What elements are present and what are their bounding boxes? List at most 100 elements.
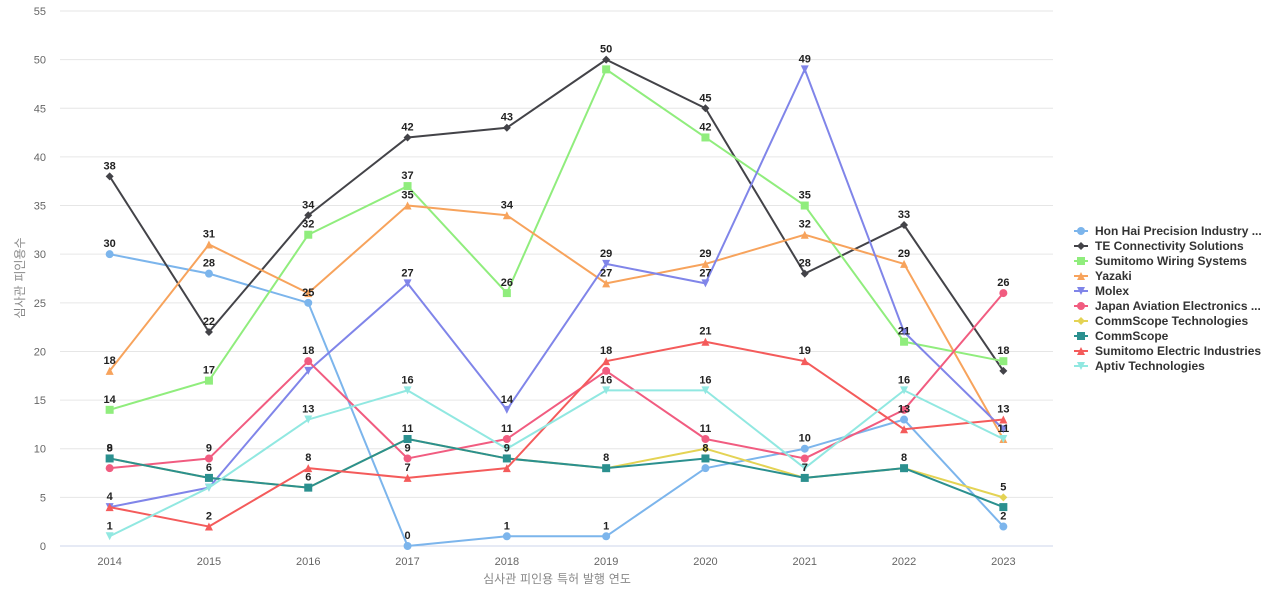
- data-label: 1: [603, 520, 609, 532]
- legend-item[interactable]: Hon Hai Precision Industry ...: [1074, 224, 1262, 238]
- data-point: [204, 328, 213, 336]
- data-label: 31: [203, 228, 215, 240]
- data-point: [403, 182, 412, 191]
- series-4: [105, 65, 1008, 512]
- data-label: 9: [504, 442, 510, 454]
- data-label: 50: [600, 44, 612, 56]
- legend-marker: [1077, 332, 1085, 340]
- data-label: 27: [401, 267, 413, 279]
- data-label: 1: [504, 520, 510, 532]
- legend-item[interactable]: Molex: [1074, 284, 1129, 298]
- data-point: [701, 386, 710, 395]
- data-label: 22: [203, 316, 215, 328]
- data-label: 27: [600, 267, 612, 279]
- data-point: [900, 386, 909, 395]
- x-tick-label: 2021: [793, 556, 817, 568]
- data-point: [204, 473, 213, 482]
- data-point: [999, 289, 1008, 298]
- data-point: [701, 259, 710, 268]
- x-tick-label: 2016: [296, 556, 320, 568]
- data-label: 13: [898, 404, 910, 416]
- x-tick-label: 2022: [892, 556, 916, 568]
- data-label: 9: [404, 442, 410, 454]
- data-point: [502, 454, 511, 463]
- data-point: [999, 503, 1008, 512]
- data-label: 9: [107, 442, 113, 454]
- y-tick-label: 55: [34, 6, 46, 18]
- legend-item[interactable]: Aptiv Technologies: [1074, 359, 1205, 373]
- data-label: 35: [799, 190, 811, 202]
- data-point: [403, 435, 412, 443]
- data-point: [900, 337, 909, 346]
- data-point: [602, 65, 611, 74]
- data-point: [204, 454, 213, 463]
- legend-item[interactable]: Sumitomo Wiring Systems: [1074, 254, 1247, 268]
- legend-item[interactable]: CommScope: [1074, 329, 1169, 343]
- data-label: 2: [1000, 511, 1006, 523]
- data-point: [999, 366, 1008, 375]
- data-label: 13: [302, 404, 314, 416]
- data-label: 8: [901, 452, 907, 464]
- data-point: [800, 464, 809, 473]
- legend-item[interactable]: TE Connectivity Solutions: [1074, 239, 1244, 253]
- data-label: 10: [799, 433, 811, 445]
- legend-label: Sumitomo Wiring Systems: [1095, 254, 1247, 268]
- data-point: [999, 415, 1008, 424]
- data-point: [800, 357, 809, 366]
- data-label: 45: [699, 92, 711, 104]
- legend-item[interactable]: CommScope Technologies: [1074, 314, 1248, 328]
- data-label: 6: [305, 472, 311, 484]
- data-label: 43: [501, 112, 513, 124]
- y-tick-label: 25: [34, 298, 46, 310]
- data-point: [304, 464, 313, 473]
- data-point: [602, 464, 611, 473]
- legend-item[interactable]: Japan Aviation Electronics ...: [1074, 299, 1261, 313]
- data-point: [304, 289, 313, 298]
- data-label: 11: [501, 423, 513, 435]
- data-label: 34: [501, 199, 514, 211]
- data-label: 6: [206, 462, 212, 474]
- data-label: 35: [401, 190, 413, 202]
- data-point: [701, 133, 710, 142]
- data-point: [602, 357, 611, 366]
- legend-item[interactable]: Yazaki: [1074, 269, 1132, 283]
- data-label: 34: [302, 199, 315, 211]
- data-label: 16: [898, 374, 910, 386]
- data-point: [701, 444, 710, 453]
- data-label: 13: [997, 404, 1009, 416]
- data-label: 26: [997, 277, 1009, 289]
- data-point: [701, 279, 710, 288]
- data-point: [105, 366, 114, 375]
- data-label: 8: [107, 442, 113, 454]
- series-line: [109, 389, 1004, 538]
- data-point: [800, 201, 809, 210]
- data-label: 18: [302, 345, 314, 357]
- data-point: [204, 240, 213, 249]
- legend-label: Japan Aviation Electronics ...: [1095, 299, 1261, 313]
- data-point: [900, 328, 909, 336]
- series-group: [105, 55, 1008, 550]
- data-label: 7: [802, 462, 808, 474]
- data-label: 18: [600, 345, 612, 357]
- data-label: 16: [699, 374, 711, 386]
- legend[interactable]: Hon Hai Precision Industry ...TE Connect…: [1074, 224, 1262, 373]
- data-label: 5: [1000, 481, 1006, 493]
- data-label: 42: [401, 121, 413, 133]
- data-label: 8: [702, 442, 708, 454]
- series-line: [109, 68, 1004, 411]
- data-label: 11: [402, 423, 414, 435]
- data-label: 18: [997, 345, 1009, 357]
- data-point: [900, 259, 909, 268]
- y-tick-label: 45: [34, 103, 46, 115]
- data-point: [502, 211, 511, 220]
- data-point: [105, 172, 114, 181]
- data-point: [900, 221, 909, 229]
- data-point: [999, 493, 1008, 502]
- y-axis-ticks: 0 5 10 15 20 25 30 35 40 45 50 55: [34, 6, 46, 553]
- data-label: 8: [305, 452, 311, 464]
- legend-item[interactable]: Sumitomo Electric Industries: [1074, 344, 1261, 358]
- data-point: [602, 532, 611, 541]
- x-tick-label: 2017: [395, 556, 419, 568]
- y-tick-label: 30: [34, 249, 46, 261]
- data-label: 32: [799, 219, 811, 231]
